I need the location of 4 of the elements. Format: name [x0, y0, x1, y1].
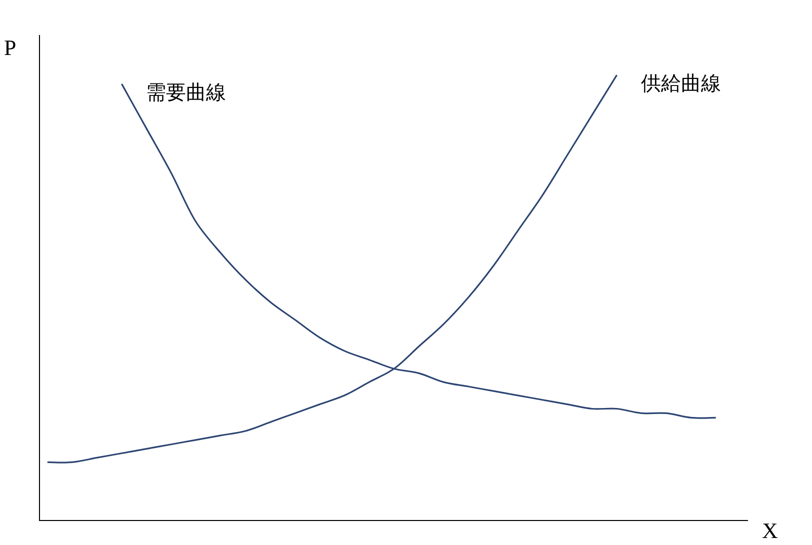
- y-axis-title: P: [4, 35, 16, 60]
- series-label: 需要曲線: [146, 80, 226, 104]
- x-axis-title: X: [762, 518, 778, 543]
- series-label: 供給曲線: [641, 71, 721, 95]
